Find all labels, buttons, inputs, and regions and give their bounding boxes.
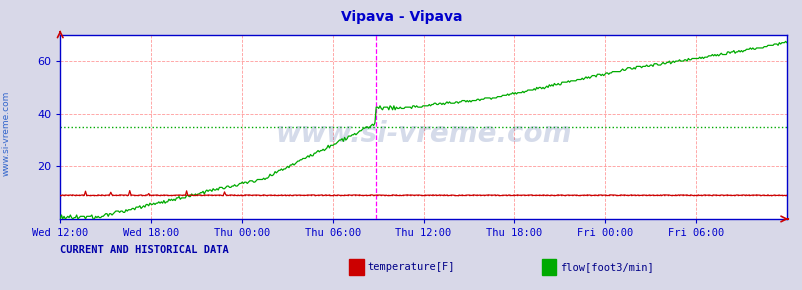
Text: temperature[F]: temperature[F] — [367, 262, 455, 272]
Text: Vipava - Vipava: Vipava - Vipava — [340, 10, 462, 24]
Text: www.si-vreme.com: www.si-vreme.com — [2, 91, 11, 176]
Text: flow[foot3/min]: flow[foot3/min] — [560, 262, 654, 272]
Text: www.si-vreme.com: www.si-vreme.com — [275, 120, 571, 148]
Text: CURRENT AND HISTORICAL DATA: CURRENT AND HISTORICAL DATA — [60, 245, 229, 255]
